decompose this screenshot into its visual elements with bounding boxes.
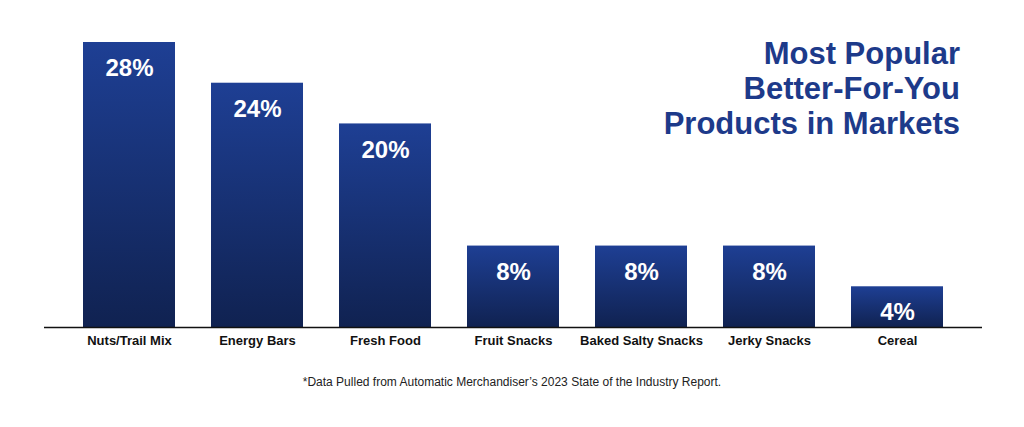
- svg-text:4%: 4%: [880, 298, 915, 325]
- svg-text:8%: 8%: [496, 258, 531, 285]
- svg-text:Fruit Snacks: Fruit Snacks: [474, 333, 552, 348]
- svg-text:28%: 28%: [105, 54, 153, 81]
- svg-text:8%: 8%: [752, 258, 787, 285]
- svg-text:24%: 24%: [233, 95, 281, 122]
- svg-text:8%: 8%: [624, 258, 659, 285]
- svg-text:Baked Salty Snacks: Baked Salty Snacks: [580, 333, 703, 348]
- html-text:Better-For-You: Better-For-You: [743, 71, 960, 106]
- html-text:*Data Pulled from Automatic Me: *Data Pulled from Automatic Merchandiser…: [302, 375, 722, 389]
- svg-text:Energy Bars: Energy Bars: [219, 333, 296, 348]
- svg-text:Nuts/Trail Mix: Nuts/Trail Mix: [87, 333, 172, 348]
- html-text:Products in Markets: Products in Markets: [663, 106, 960, 141]
- html-text:Most Popular: Most Popular: [763, 36, 960, 71]
- svg-text:Jerky Snacks: Jerky Snacks: [728, 333, 811, 348]
- svg-text:Cereal: Cereal: [878, 333, 918, 348]
- svg-text:Fresh Food: Fresh Food: [350, 333, 421, 348]
- svg-text:20%: 20%: [361, 136, 409, 163]
